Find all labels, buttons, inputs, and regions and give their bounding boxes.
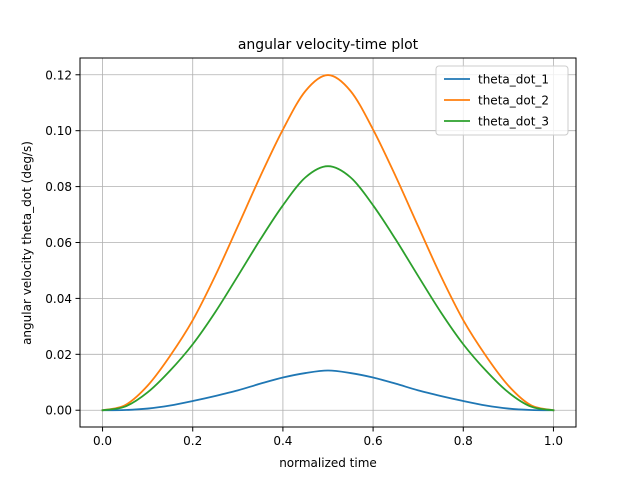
series-line-theta-dot-1: [101, 369, 555, 412]
y-tick-label: 0.10: [45, 124, 72, 138]
legend-label: theta_dot_2: [478, 94, 549, 108]
series-line-theta-dot-2: [101, 74, 555, 412]
x-tick-label: 1.0: [544, 434, 563, 448]
x-tick-label: 0.6: [364, 434, 383, 448]
y-tick-label: 0.06: [45, 236, 72, 250]
y-tick-label: 0.12: [45, 68, 72, 82]
legend-label: theta_dot_3: [478, 115, 549, 129]
y-tick-label: 0.04: [45, 292, 72, 306]
x-tick-label: 0.2: [183, 434, 202, 448]
legend-label: theta_dot_1: [478, 73, 549, 87]
x-axis-label: normalized time: [279, 456, 377, 470]
y-tick-label: 0.02: [45, 348, 72, 362]
chart-title: angular velocity-time plot: [238, 37, 419, 53]
series-lines: [101, 74, 555, 412]
y-axis-ticks: 0.00 0.02 0.04 0.06 0.08 0.10 0.12: [45, 68, 80, 418]
x-tick-label: 0.4: [273, 434, 292, 448]
x-tick-label: 0.0: [93, 434, 112, 448]
series-line-theta-dot-3: [101, 165, 555, 412]
legend: theta_dot_1 theta_dot_2 theta_dot_3: [435, 65, 569, 136]
x-tick-label: 0.8: [454, 434, 473, 448]
x-axis-ticks: 0.0 0.2 0.4 0.6 0.8 1.0: [93, 427, 563, 448]
grid: [80, 58, 576, 427]
y-tick-label: 0.00: [45, 404, 72, 418]
legend-box: [435, 65, 569, 136]
y-tick-label: 0.08: [45, 180, 72, 194]
y-axis-label: angular velocity theta_dot (deg/s): [20, 141, 34, 345]
